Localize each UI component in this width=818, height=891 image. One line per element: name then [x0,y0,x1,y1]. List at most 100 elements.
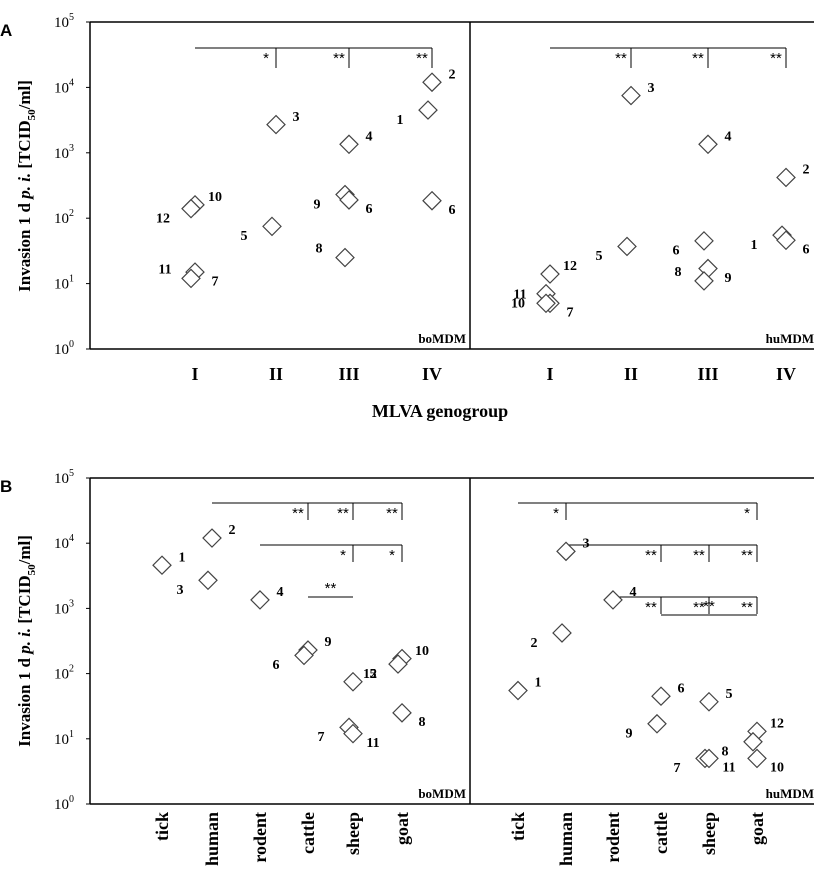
data-point-label: 3 [583,537,590,552]
y-tick-label: 105 [54,12,74,31]
data-point [556,541,576,562]
significance-marker: ** [615,50,627,67]
x-category-label: III [697,364,718,384]
data-point-label: 8 [722,745,729,760]
significance-marker: * [263,50,269,67]
data-point [339,190,359,210]
data-point-label: 1 [397,113,404,128]
y-tick-label: 104 [54,77,74,96]
data-point-label: 5 [726,687,733,702]
data-point-label: 11 [722,761,735,776]
data-point [699,691,719,712]
significance-marker: ** [741,547,753,564]
x-category-label: sheep [343,812,363,855]
data-point [621,85,641,106]
significance-marker: ** [703,598,715,615]
panel-a-letter: A [0,21,12,40]
data-point-label: 5 [596,249,603,264]
data-point-label: 7 [318,730,325,745]
x-category-label: tick [508,812,528,841]
significance-marker: ** [645,599,657,616]
data-point-label: 3 [177,583,184,598]
x-category-label: I [546,364,553,384]
data-point-label: 2 [449,67,456,82]
data-point-label: 3 [648,81,655,96]
significance-marker: ** [741,599,753,616]
significance-marker: ** [693,547,705,564]
data-point [294,645,314,666]
data-point [422,190,442,211]
x-category-label: II [624,364,638,384]
x-category-label: cattle [298,812,318,854]
significance-marker: ** [333,50,345,67]
panel-b-y-axis-label: Invasion 1 d p. i. [TCID50/ml] [15,535,38,747]
data-point [508,680,528,701]
x-category-label: goat [392,812,412,845]
data-point-label: 6 [449,203,456,218]
data-point-label: 6 [803,243,810,258]
data-point [388,654,408,674]
data-point [651,686,671,707]
data-point [552,623,572,643]
significance-marker: ** [337,505,349,522]
data-point [250,590,270,610]
data-point [181,268,201,289]
significance-marker: ** [292,505,304,522]
data-point-label: 12 [770,717,784,732]
data-point-label: 7 [212,274,219,289]
data-point-label: 6 [366,202,373,217]
significance-marker: ** [416,50,428,67]
x-category-label: human [202,812,222,866]
data-point-label: 8 [316,242,323,257]
data-point-label: 9 [325,635,332,650]
x-category-label: cattle [651,812,671,854]
data-point [536,293,556,314]
x-category-label: goat [747,812,767,845]
significance-marker: * [340,547,346,564]
data-point-label: 6 [673,244,680,259]
data-point [776,230,796,251]
panel-b-letter: B [0,477,12,496]
subpanel-label: huMDM [766,331,814,346]
data-point [540,264,560,284]
data-point [617,236,637,257]
data-point [339,134,359,155]
x-category-label: II [269,364,283,384]
subpanel-label: boMDM [418,331,466,346]
y-tick-label: 103 [54,143,74,162]
significance-marker: ** [645,547,657,564]
data-point [262,216,282,237]
significance-marker: ** [692,50,704,67]
data-point-label: 4 [725,129,732,144]
data-point-label: 4 [366,129,373,144]
data-point-label: 3 [293,110,300,125]
y-tick-label: 103 [54,598,74,617]
data-point-label: 8 [675,265,682,280]
data-point [335,247,355,268]
data-point [694,231,714,251]
data-point [743,731,763,752]
significance-marker: * [389,547,395,564]
x-category-label: tick [152,812,172,841]
panel-a-y-axis-label: Invasion 1 d p. i. [TCID50/ml] [15,80,38,292]
data-point-label: 12 [563,259,577,274]
x-category-label: IV [422,364,442,384]
data-point [418,100,438,120]
panel-a-x-axis-label: MLVA genogroup [372,401,508,421]
data-point [343,723,363,744]
data-point-label: 6 [678,681,685,696]
subpanel-label: boMDM [418,786,466,801]
data-point [343,671,363,692]
data-point-label: 4 [277,585,284,600]
data-point [392,703,412,723]
data-point [152,555,172,576]
y-tick-label: 104 [54,533,74,552]
significance-marker: ** [325,580,337,597]
data-point [699,748,719,769]
panel-a-frame [89,21,814,350]
data-point [422,72,442,93]
y-tick-label: 101 [54,274,74,293]
significance-marker: * [744,505,750,522]
data-point-label: 11 [366,736,379,751]
